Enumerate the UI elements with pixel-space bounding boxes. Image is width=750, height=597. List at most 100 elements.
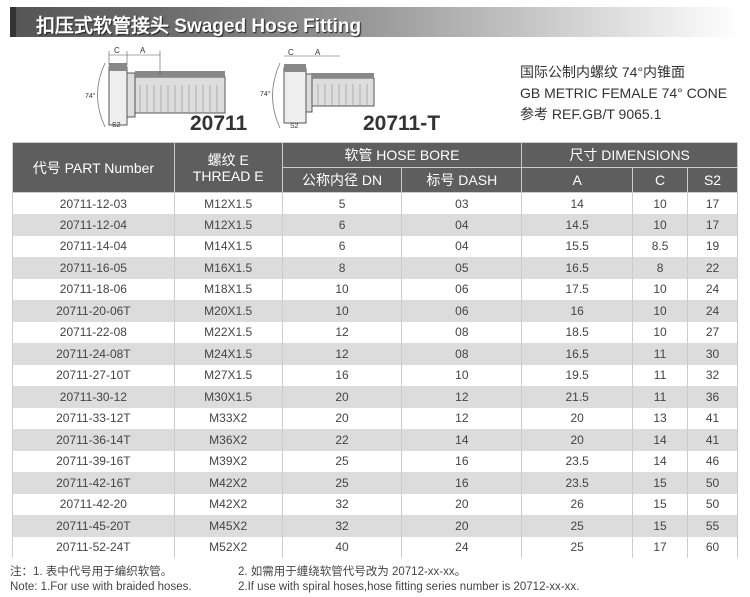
cell-c: 13 bbox=[632, 407, 688, 429]
header-dimensions: 尺寸 DIMENSIONS bbox=[521, 142, 738, 168]
cell-dash: 06 bbox=[401, 278, 523, 300]
cell-thread: M24X1.5 bbox=[173, 343, 283, 365]
table-row: 20711-14-04 M14X1.5 6 04 15.5 8.5 19 bbox=[12, 235, 738, 257]
cell-dn: 10 bbox=[281, 278, 403, 300]
cell-dash: 04 bbox=[401, 235, 523, 257]
cell-a: 25 bbox=[521, 515, 634, 537]
cell-part-number: 20711-16-05 bbox=[12, 257, 175, 279]
cell-s2: 30 bbox=[687, 343, 738, 365]
cell-dn: 12 bbox=[281, 343, 403, 365]
spec-line-en: GB METRIC FEMALE 74° CONE bbox=[520, 85, 728, 101]
cell-thread: M18X1.5 bbox=[173, 278, 283, 300]
cell-thread: M42X2 bbox=[173, 493, 283, 515]
cell-a: 21.5 bbox=[521, 386, 634, 408]
cell-part-number: 20711-20-06T bbox=[12, 300, 175, 322]
cell-c: 10 bbox=[632, 300, 688, 322]
cell-part-number: 20711-27-10T bbox=[12, 364, 175, 386]
cell-s2: 50 bbox=[687, 493, 738, 515]
cell-thread: M22X1.5 bbox=[173, 321, 283, 343]
note-1-cn: 注：1. 表中代号用于编织软管。 bbox=[10, 566, 173, 578]
cell-dash: 05 bbox=[401, 257, 523, 279]
cell-a: 16.5 bbox=[521, 343, 634, 365]
cell-dn: 25 bbox=[281, 472, 403, 494]
cell-s2: 24 bbox=[687, 300, 738, 322]
table-row: 20711-12-03 M12X1.5 5 03 14 10 17 bbox=[12, 192, 738, 214]
table-row: 20711-12-04 M12X1.5 6 04 14.5 10 17 bbox=[12, 214, 738, 236]
cell-dash: 04 bbox=[401, 214, 523, 236]
angle-label: 74° bbox=[85, 92, 96, 100]
cell-dn: 8 bbox=[281, 257, 403, 279]
table-row: 20711-27-10T M27X1.5 16 10 19.5 11 32 bbox=[12, 364, 738, 386]
header-dn: 公称内径 DN bbox=[281, 167, 403, 193]
angle-label-t: 74° bbox=[260, 90, 271, 98]
cell-a: 14.5 bbox=[521, 214, 634, 236]
cell-c: 10 bbox=[632, 321, 688, 343]
cell-dn: 5 bbox=[281, 192, 403, 214]
cell-thread: M27X1.5 bbox=[173, 364, 283, 386]
title-bar: 扣压式软管接头 Swaged Hose Fitting bbox=[10, 7, 740, 37]
cell-dn: 25 bbox=[281, 450, 403, 472]
header-dash: 标号 DASH bbox=[401, 167, 523, 193]
cell-s2: 36 bbox=[687, 386, 738, 408]
cell-s2: 32 bbox=[687, 364, 738, 386]
cell-part-number: 20711-22-08 bbox=[12, 321, 175, 343]
cell-c: 10 bbox=[632, 278, 688, 300]
table-row: 20711-42-20 M42X2 32 20 26 15 50 bbox=[12, 493, 738, 515]
cell-c: 8.5 bbox=[632, 235, 688, 257]
cell-part-number: 20711-52-24T bbox=[12, 536, 175, 558]
cell-s2: 60 bbox=[687, 536, 738, 558]
cell-part-number: 20711-30-12 bbox=[12, 386, 175, 408]
cell-a: 23.5 bbox=[521, 472, 634, 494]
note-2-cn: 2. 如需用于缠绕软管代号改为 20712-xx-xx。 bbox=[238, 566, 467, 578]
fitting-table: 代号 PART Number 螺纹 E THREAD E 软管 HOSE BORE… bbox=[12, 142, 738, 558]
cell-thread: M52X2 bbox=[173, 536, 283, 558]
cell-a: 20 bbox=[521, 407, 634, 429]
cell-c: 14 bbox=[632, 450, 688, 472]
cell-dash: 08 bbox=[401, 343, 523, 365]
notes: 注：1. 表中代号用于编织软管。 Note: 1.For use with br… bbox=[10, 565, 579, 595]
fitting-diagram-20711: C A 74° S2 bbox=[85, 46, 226, 129]
cell-part-number: 20711-42-16T bbox=[12, 472, 175, 494]
cell-s2: 19 bbox=[687, 235, 738, 257]
cell-dash: 14 bbox=[401, 429, 523, 451]
header-hose-bore: 软管 HOSE BORE bbox=[281, 142, 523, 168]
cell-thread: M12X1.5 bbox=[173, 214, 283, 236]
fitting-diagram-20711-t: C A 74° S2 bbox=[260, 48, 375, 130]
table-row: 20711-30-12 M30X1.5 20 12 21.5 11 36 bbox=[12, 386, 738, 408]
cell-s2: 24 bbox=[687, 278, 738, 300]
cell-dn: 20 bbox=[281, 386, 403, 408]
spec-block: 国际公制内螺纹 74°内锥面 GB METRIC FEMALE 74° CONE… bbox=[520, 62, 727, 125]
spec-line-cn: 国际公制内螺纹 74°内锥面 bbox=[520, 64, 686, 80]
cell-a: 16.5 bbox=[521, 257, 634, 279]
header-part-number: 代号 PART Number bbox=[12, 142, 175, 193]
cell-s2: 41 bbox=[687, 429, 738, 451]
cell-a: 23.5 bbox=[521, 450, 634, 472]
cell-s2: 22 bbox=[687, 257, 738, 279]
model-20711: 20711 bbox=[190, 112, 248, 135]
cell-dn: 6 bbox=[281, 235, 403, 257]
cell-c: 8 bbox=[632, 257, 688, 279]
note-1-en: Note: 1.For use with braided hoses. bbox=[10, 581, 192, 593]
cell-a: 25 bbox=[521, 536, 634, 558]
cell-part-number: 20711-36-14T bbox=[12, 429, 175, 451]
cell-c: 11 bbox=[632, 386, 688, 408]
cell-s2: 27 bbox=[687, 321, 738, 343]
cell-s2: 55 bbox=[687, 515, 738, 537]
header-s2: S2 bbox=[687, 167, 738, 193]
cell-c: 11 bbox=[632, 343, 688, 365]
cell-part-number: 20711-42-20 bbox=[12, 493, 175, 515]
cell-dash: 16 bbox=[401, 472, 523, 494]
cell-dash: 16 bbox=[401, 450, 523, 472]
cell-c: 15 bbox=[632, 493, 688, 515]
dim-a-label-t: A bbox=[315, 48, 321, 57]
cell-part-number: 20711-24-08T bbox=[12, 343, 175, 365]
header-thread-en: THREAD E bbox=[192, 167, 264, 184]
cell-dn: 20 bbox=[281, 407, 403, 429]
cell-thread: M16X1.5 bbox=[173, 257, 283, 279]
cell-dash: 20 bbox=[401, 493, 523, 515]
cell-c: 11 bbox=[632, 364, 688, 386]
cell-dn: 12 bbox=[281, 321, 403, 343]
table-row: 20711-39-16T M39X2 25 16 23.5 14 46 bbox=[12, 450, 738, 472]
table-row: 20711-20-06T M20X1.5 10 06 16 10 24 bbox=[12, 300, 738, 322]
cell-dn: 40 bbox=[281, 536, 403, 558]
